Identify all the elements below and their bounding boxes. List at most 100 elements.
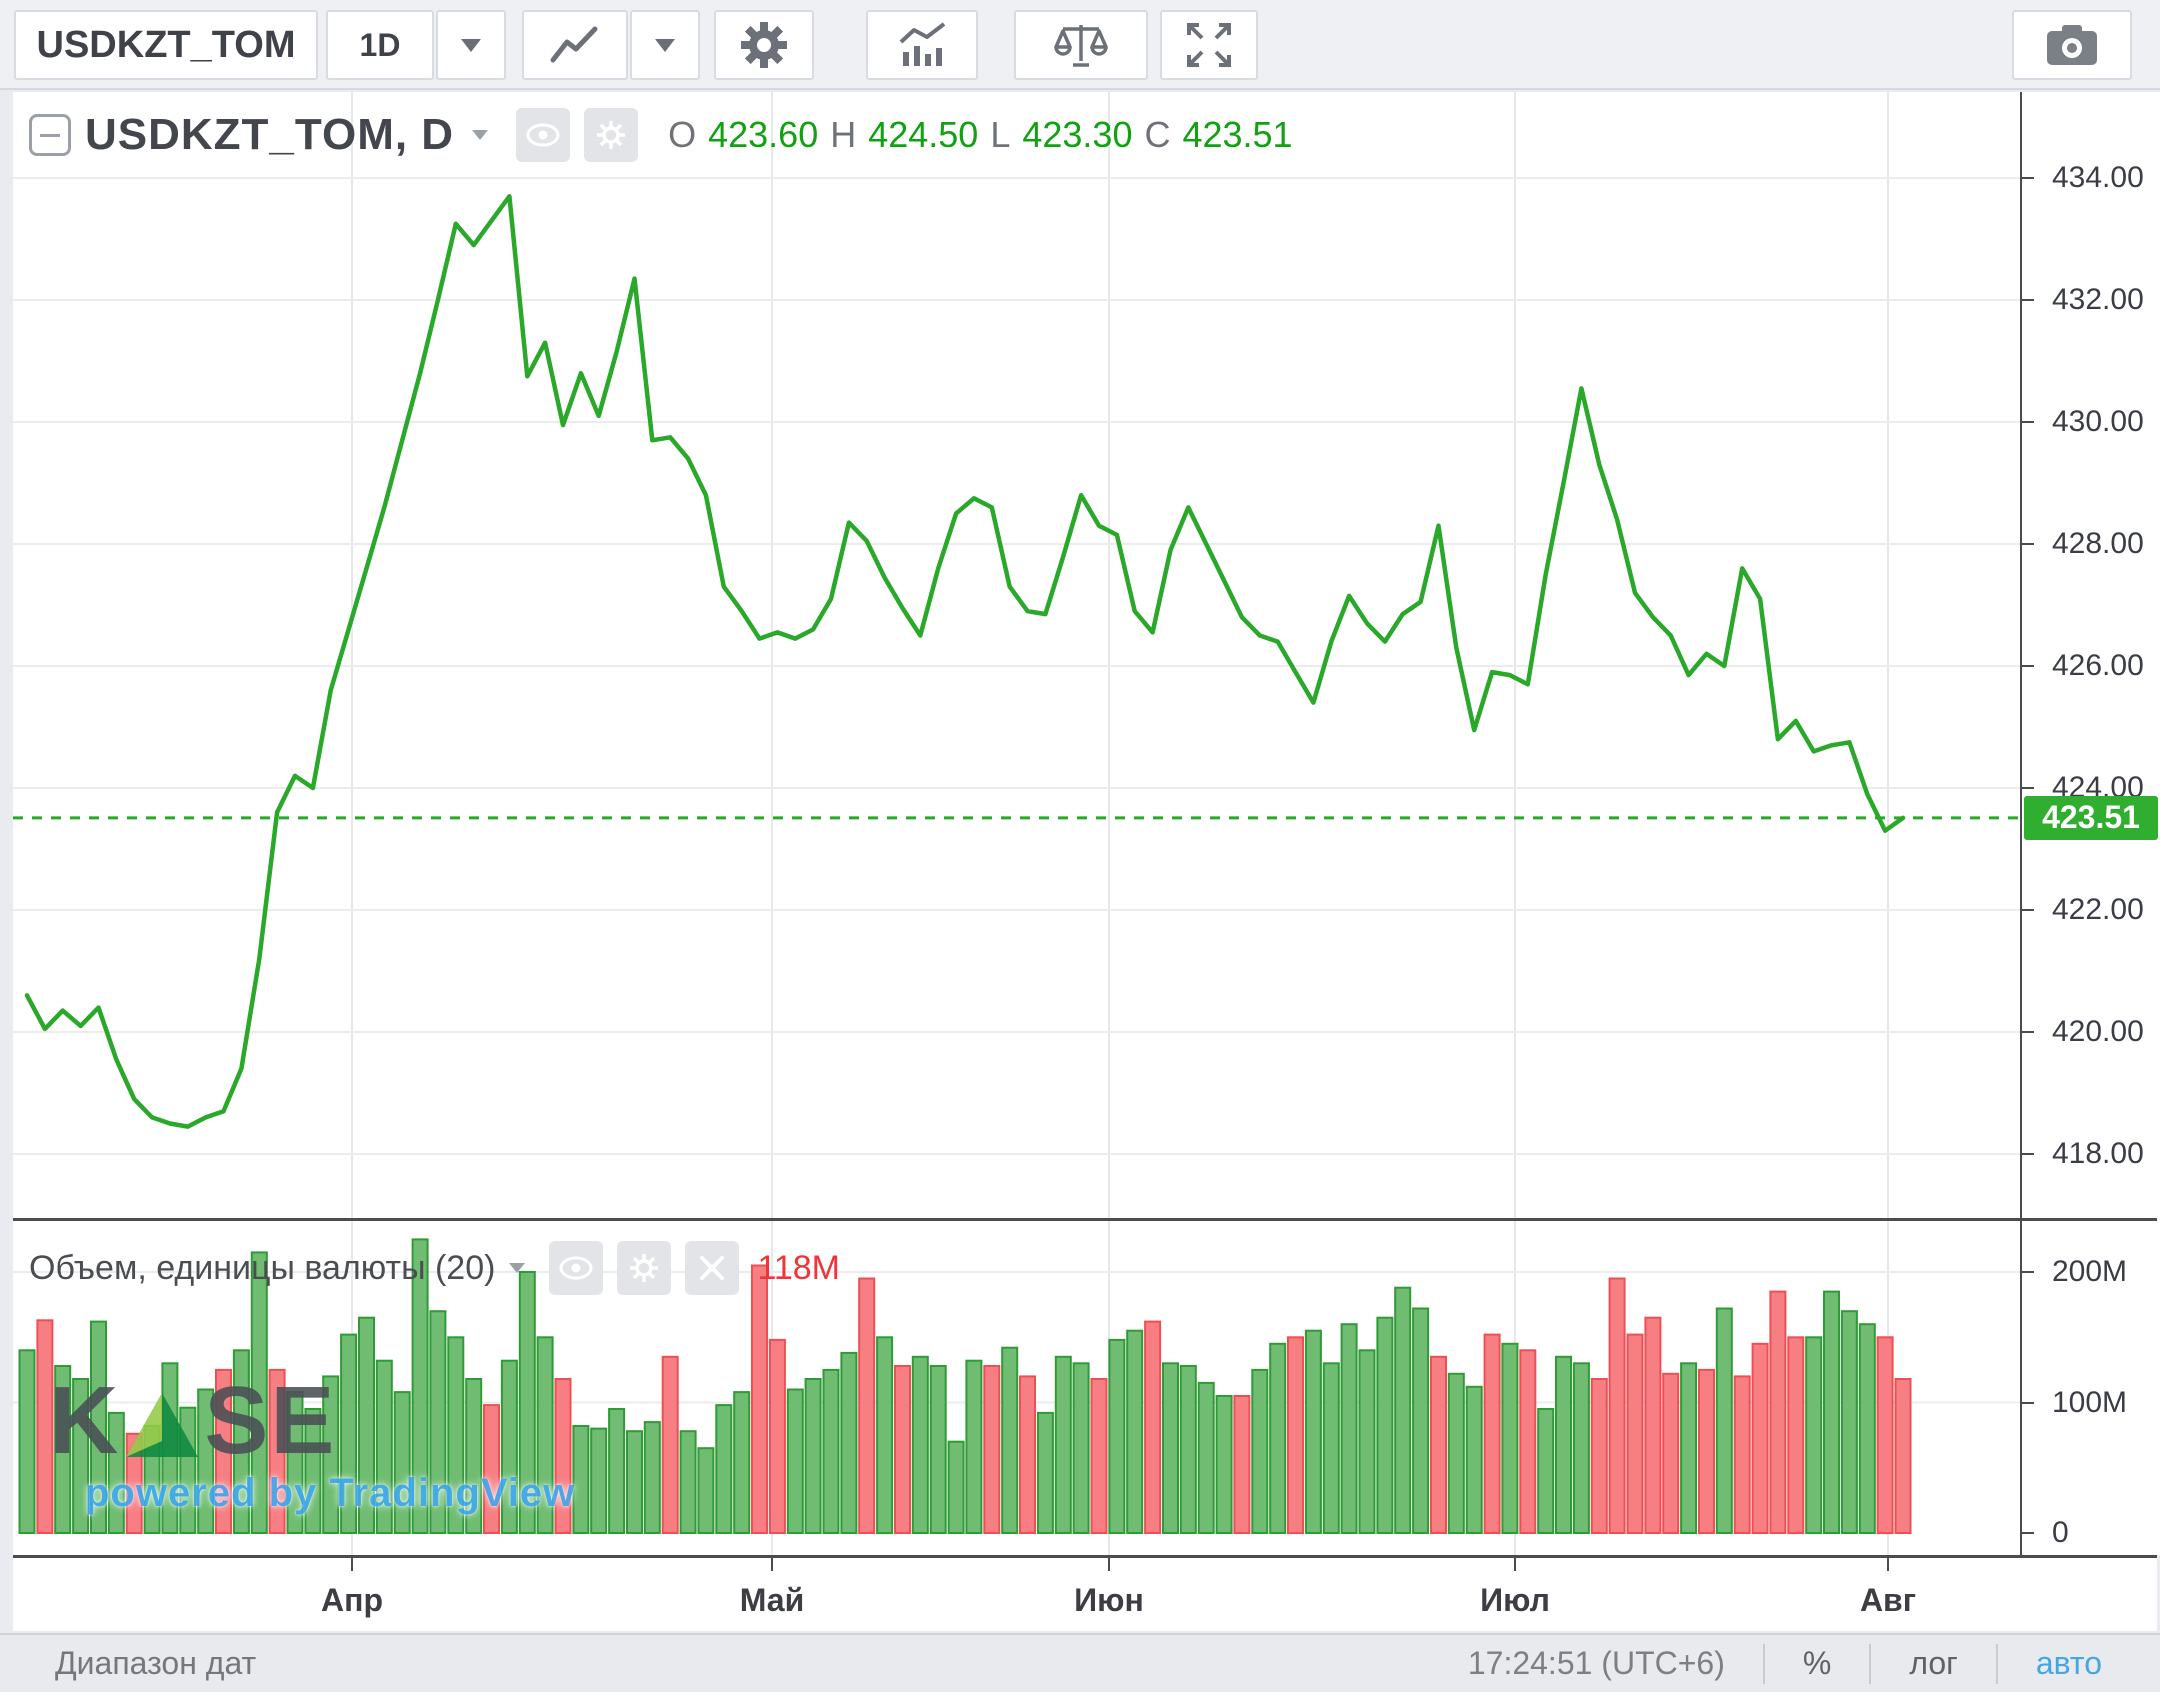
volume-bar [661, 1355, 679, 1534]
axis-tick-mark [2022, 421, 2034, 423]
snapshot-button[interactable] [2012, 10, 2132, 80]
separator [1995, 1643, 1998, 1684]
price-pane[interactable]: USDKZT_TOM, D O 423.60 H 424. [13, 92, 2020, 1218]
volume-bar [697, 1447, 715, 1534]
volume-bar [1840, 1310, 1858, 1534]
status-bar: Диапазон дат 17:24:51 (UTC+6) % лог авто [0, 1633, 2160, 1692]
volume-bar [340, 1333, 358, 1534]
volume-bar [1197, 1381, 1215, 1534]
high-value: 424.50 [868, 114, 979, 155]
volume-chart [13, 1221, 2020, 1557]
volume-bar [1680, 1362, 1698, 1534]
auto-scale-toggle[interactable]: авто [2035, 1645, 2102, 1681]
volume-bar [268, 1368, 286, 1534]
symbol-label: USDKZT_TOM [36, 23, 296, 66]
price-tick-label: 422.00 [2052, 893, 2144, 926]
volume-bar [1019, 1375, 1036, 1534]
volume-bar [1608, 1277, 1626, 1534]
volume-bar [375, 1359, 393, 1534]
volume-bar [1144, 1320, 1162, 1534]
volume-bar [840, 1351, 858, 1534]
indicators-button[interactable] [866, 10, 978, 80]
axis-tick-mark [2022, 1532, 2034, 1534]
volume-bar [54, 1365, 72, 1534]
volume-bar [1876, 1336, 1894, 1535]
volume-bar [1162, 1362, 1179, 1534]
volume-bar [1572, 1362, 1590, 1534]
chevron-down-icon[interactable] [472, 130, 489, 140]
volume-bar [804, 1378, 822, 1534]
axis-tick-mark [351, 1558, 353, 1571]
collapse-pane-button[interactable] [29, 114, 71, 156]
interval-button[interactable]: 1D [326, 10, 434, 80]
volume-bar [1376, 1316, 1394, 1534]
month-label: Май [739, 1582, 805, 1618]
fullscreen-button[interactable] [1160, 10, 1258, 80]
interval-dropdown-button[interactable] [436, 10, 506, 80]
axis-tick-mark [2022, 787, 2034, 789]
volume-bar [1036, 1411, 1054, 1534]
price-legend: USDKZT_TOM, D O 423.60 H 424. [29, 108, 1293, 162]
series-settings-button[interactable] [584, 108, 639, 162]
volume-bar [1090, 1378, 1108, 1534]
volume-bar [500, 1359, 518, 1534]
volume-bar [536, 1336, 554, 1535]
camera-icon [2047, 25, 2097, 65]
hide-volume-button[interactable] [549, 1241, 604, 1295]
volume-bar [1501, 1342, 1519, 1534]
symbol-button[interactable]: USDKZT_TOM [14, 10, 318, 80]
volume-bar [751, 1264, 768, 1534]
axis-tick-mark [2022, 299, 2034, 301]
price-axis[interactable]: 434.00 432.00 430.00 428.00 426.00 424.00 422.… [2020, 92, 2160, 1555]
hide-series-button[interactable] [516, 108, 571, 162]
volume-bar [358, 1316, 375, 1534]
eye-icon [526, 123, 560, 147]
last-price-label: 423.51 [2024, 795, 2158, 840]
price-line-series [24, 194, 1906, 1129]
volume-bar [304, 1408, 322, 1534]
price-tick-label: 418.00 [2052, 1137, 2144, 1170]
volume-bar [715, 1404, 733, 1535]
minus-icon [40, 133, 60, 137]
volume-bar [1555, 1355, 1572, 1534]
separator [1869, 1643, 1872, 1684]
percent-scale-toggle[interactable]: % [1802, 1645, 1832, 1681]
volume-settings-button[interactable] [617, 1241, 672, 1295]
log-scale-toggle[interactable]: лог [1909, 1645, 1958, 1681]
chevron-down-icon[interactable] [509, 1263, 526, 1273]
fullscreen-icon [1187, 23, 1231, 67]
compare-button[interactable] [1014, 10, 1148, 80]
volume-bar [125, 1432, 143, 1534]
volume-bar [1751, 1342, 1769, 1534]
volume-bar [1590, 1378, 1608, 1534]
interval-label: 1D [359, 26, 401, 63]
volume-tick-label: 0 [2052, 1516, 2069, 1549]
time-axis[interactable]: Апр Май Июн Июл Авг [13, 1558, 2157, 1631]
volume-bar [1858, 1323, 1876, 1534]
chart-type-dropdown-button[interactable] [630, 10, 700, 80]
volume-bar [1787, 1336, 1805, 1535]
volume-bar [590, 1427, 608, 1535]
remove-volume-button[interactable] [685, 1241, 740, 1295]
volume-bar [90, 1320, 107, 1534]
gear-icon [597, 121, 626, 149]
clock-label[interactable]: 17:24:51 (UTC+6) [1467, 1645, 1725, 1681]
volume-pane[interactable]: K SE powered by TradingView Объем, едини… [13, 1221, 2020, 1557]
volume-bar [1251, 1368, 1269, 1534]
volume-tick-label: 200M [2052, 1255, 2128, 1288]
volume-bar [1269, 1342, 1287, 1534]
volume-bar [1001, 1346, 1019, 1534]
pane-divider[interactable] [13, 1218, 2157, 1221]
volume-bar [447, 1336, 465, 1535]
chart-type-button[interactable] [522, 10, 628, 80]
volume-bar [286, 1391, 304, 1534]
axis-tick-mark [2022, 1401, 2034, 1404]
volume-bar [965, 1359, 983, 1534]
volume-legend-title: Объем, единицы валюты (20) [29, 1248, 496, 1287]
price-tick-label: 434.00 [2052, 161, 2144, 194]
date-range-button[interactable]: Диапазон дат [55, 1645, 257, 1681]
close-value: 423.51 [1182, 114, 1293, 155]
volume-bar [1537, 1408, 1555, 1534]
settings-button[interactable] [714, 10, 814, 80]
volume-bar [1483, 1333, 1501, 1534]
